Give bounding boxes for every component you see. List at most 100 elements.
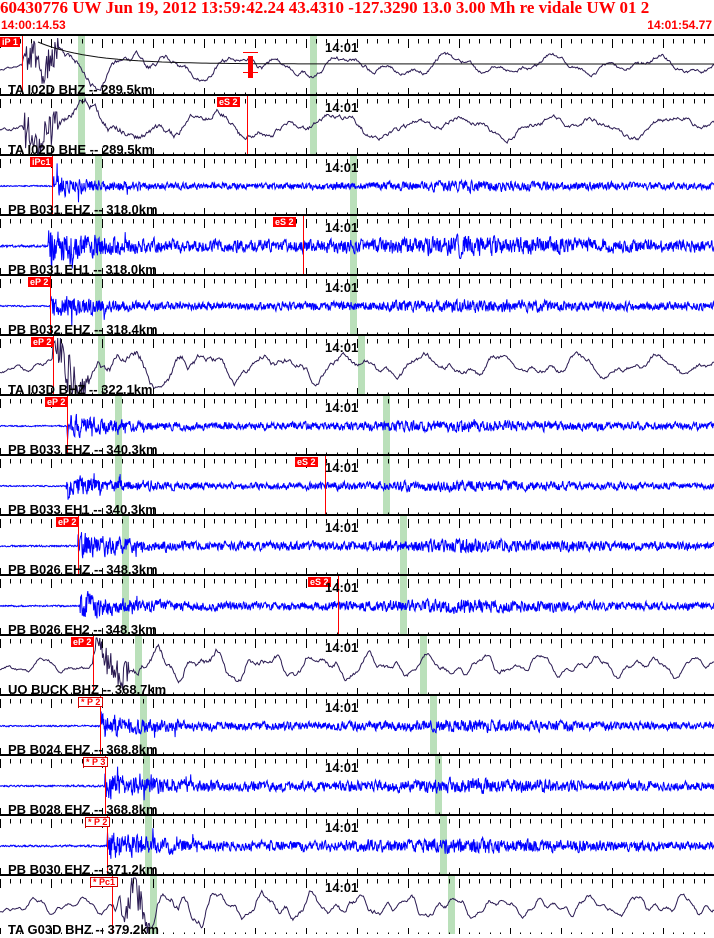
trace-panel[interactable]: eS 2 14:01 PB B033 EH1 -- 340.3km [0, 454, 714, 514]
phase-pick-line[interactable] [67, 396, 68, 454]
waveform [0, 36, 714, 94]
phase-pick-label[interactable]: eP 2 [71, 637, 94, 647]
channel-label[interactable]: TA I02D BHZ -- 289.5km [8, 82, 153, 94]
phase-pick-label[interactable]: eS 2 [217, 97, 240, 107]
channel-label[interactable]: TA G03D BHZ -- 379.2km [8, 922, 159, 934]
channel-label[interactable]: PB B033 EH1 -- 340.3km [8, 502, 157, 514]
trace-panel[interactable]: eS 2 14:01 TA I02D BHE -- 289.5km [0, 94, 714, 154]
channel-label[interactable]: TA I03D BHZ -- 322.1km [8, 382, 153, 394]
minute-time-label: 14:01 [325, 280, 359, 295]
waveform [0, 216, 714, 274]
minute-time-label: 14:01 [325, 340, 359, 355]
amplitude-marker-tick [243, 52, 258, 53]
trace-panel[interactable]: iPc1 14:01 PB B031 EHZ -- 318.0km [0, 154, 714, 214]
trace-panel[interactable]: * P 2 14:01 PB B024 EHZ -- 368.8km [0, 694, 714, 754]
minute-time-label: 14:01 [325, 700, 359, 715]
time-marker-band [358, 336, 365, 394]
time-marker-band [310, 96, 317, 154]
time-marker-band [440, 816, 447, 874]
phase-pick-label[interactable]: eP 2 [31, 337, 54, 347]
phase-pick-label[interactable]: iPc1 [30, 157, 53, 167]
waveform [0, 756, 714, 814]
trace-panel[interactable]: * Pc1 14:01 TA G03D BHZ -- 379.2km [0, 874, 714, 934]
channel-label[interactable]: PB B026 EH2 -- 348.3km [8, 622, 157, 634]
event-header-title: 60430776 UW Jun 19, 2012 13:59:42.24 43.… [0, 0, 650, 17]
time-marker-band [310, 36, 317, 94]
channel-label[interactable]: PB B024 EHZ -- 368.8km [8, 742, 158, 754]
channel-label[interactable]: PB B033 EHZ -- 340.3km [8, 442, 158, 454]
amplitude-marker[interactable] [248, 56, 253, 78]
trace-panel[interactable]: eP 2 14:01 PB B026 EHZ -- 348.3km [0, 514, 714, 574]
time-marker-band [420, 636, 427, 694]
phase-pick-line[interactable] [105, 756, 106, 814]
trace-panel[interactable]: eP 2 14:01 PB B032 EHZ -- 318.4km [0, 274, 714, 334]
phase-pick-line[interactable] [338, 576, 339, 634]
phase-pick-line[interactable] [50, 276, 51, 334]
phase-pick-line[interactable] [247, 96, 248, 154]
minute-time-label: 14:01 [325, 820, 359, 835]
minute-time-label: 14:01 [325, 100, 359, 115]
phase-pick-line[interactable] [52, 156, 53, 214]
trace-panel[interactable]: eP 2 14:01 TA I03D BHZ -- 322.1km [0, 334, 714, 394]
phase-pick-bracket [83, 757, 105, 768]
time-marker-band [448, 876, 455, 934]
minute-time-label: 14:01 [325, 880, 359, 895]
phase-pick-label[interactable]: eP 2 [56, 517, 79, 527]
minute-time-label: 14:01 [325, 460, 359, 475]
phase-pick-line[interactable] [100, 696, 101, 754]
waveform [0, 156, 714, 214]
trace-panel[interactable]: eS 2 14:01 PB B031 EH1 -- 318.0km [0, 214, 714, 274]
waveform [0, 336, 714, 394]
minute-time-label: 14:01 [325, 580, 359, 595]
channel-label[interactable]: PB B031 EHZ -- 318.0km [8, 202, 158, 214]
phase-pick-bracket [85, 817, 107, 828]
phase-pick-label[interactable]: eS 2 [308, 577, 331, 587]
trace-panel[interactable]: eS 2 14:01 PB B026 EH2 -- 348.3km [0, 574, 714, 634]
minute-time-label: 14:01 [325, 760, 359, 775]
channel-label[interactable]: TA I02D BHE -- 289.5km [8, 142, 154, 154]
phase-pick-label[interactable]: iP 1 [0, 37, 20, 47]
phase-pick-line[interactable] [78, 516, 79, 574]
channel-label[interactable]: PB B031 EH1 -- 318.0km [8, 262, 157, 274]
window-end-time: 14:01:54.77 [647, 18, 712, 32]
minute-time-label: 14:01 [325, 640, 359, 655]
trace-panel[interactable]: iP 1 14:01 TA I02D BHZ -- 289.5km [0, 34, 714, 94]
trace-panel[interactable]: * P 3 14:01 PB B028 EHZ -- 368.8km [0, 754, 714, 814]
waveform [0, 516, 714, 574]
phase-pick-label[interactable]: eP 2 [45, 397, 68, 407]
channel-label[interactable]: UO BUCK BHZ -- 368.7km [8, 682, 167, 694]
phase-pick-line[interactable] [303, 216, 304, 274]
phase-pick-line[interactable] [107, 816, 108, 874]
phase-pick-line[interactable] [53, 336, 54, 394]
minute-time-label: 14:01 [325, 160, 359, 175]
channel-label[interactable]: PB B026 EHZ -- 348.3km [8, 562, 158, 574]
waveform [0, 576, 714, 634]
minute-time-label: 14:01 [325, 400, 359, 415]
phase-pick-label[interactable]: eS 2 [273, 217, 296, 227]
minute-time-label: 14:01 [325, 520, 359, 535]
phase-pick-line[interactable] [22, 36, 23, 94]
phase-pick-bracket [90, 877, 112, 888]
channel-label[interactable]: PB B032 EHZ -- 318.4km [8, 322, 158, 334]
phase-pick-line[interactable] [93, 636, 94, 694]
phase-pick-bracket [78, 697, 100, 708]
trace-panel-list: iP 1 14:01 TA I02D BHZ -- 289.5km eS 2 14:01… [0, 34, 714, 938]
time-marker-band [78, 36, 85, 94]
channel-label[interactable]: PB B028 EHZ -- 368.8km [8, 802, 158, 814]
time-marker-band [135, 636, 142, 694]
trace-panel[interactable]: eP 2 14:01 PB B033 EHZ -- 340.3km [0, 394, 714, 454]
header: 60430776 UW Jun 19, 2012 13:59:42.24 43.… [0, 0, 714, 34]
waveform [0, 696, 714, 754]
phase-pick-line[interactable] [325, 456, 326, 514]
phase-pick-label[interactable]: eS 2 [295, 457, 318, 467]
waveform [0, 636, 714, 694]
channel-label[interactable]: PB B030 EHZ -- 371.2km [8, 862, 158, 874]
time-marker-band [98, 336, 105, 394]
trace-panel[interactable]: eP 2 14:01 UO BUCK BHZ -- 368.7km [0, 634, 714, 694]
phase-pick-line[interactable] [112, 876, 113, 934]
time-marker-band [350, 276, 357, 334]
time-marker-band [115, 396, 122, 454]
phase-pick-label[interactable]: eP 2 [28, 277, 51, 287]
trace-panel[interactable]: * P 2 14:01 PB B030 EHZ -- 371.2km [0, 814, 714, 874]
